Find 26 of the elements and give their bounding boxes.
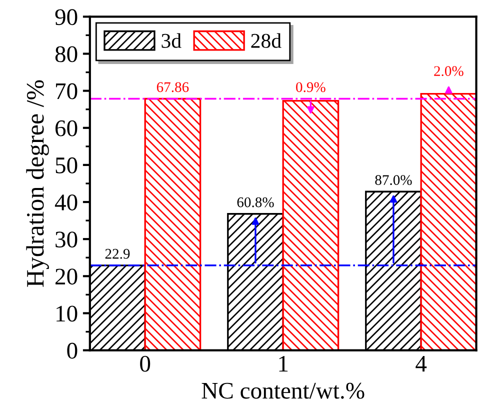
y-tick-label: 50 bbox=[56, 157, 78, 174]
x-axis-title: NC content/wt.% bbox=[202, 382, 364, 399]
bar bbox=[144, 98, 202, 350]
annotation: 2.0% bbox=[434, 66, 464, 76]
annotation: 0.9% bbox=[296, 82, 326, 92]
data-label: 67.86 bbox=[156, 82, 189, 92]
legend-label: 28d bbox=[251, 33, 282, 48]
y-tick-label: 90 bbox=[55, 9, 78, 26]
bar bbox=[420, 92, 476, 350]
y-tick-label: 10 bbox=[56, 306, 78, 322]
annotation: 60.8% bbox=[237, 197, 274, 208]
x-tick-label: 1 bbox=[279, 356, 288, 372]
annotation: 87.0% bbox=[375, 175, 412, 186]
y-tick-label: 0 bbox=[67, 342, 78, 359]
y-tick-label: 30 bbox=[56, 232, 78, 248]
data-label: 22.9 bbox=[105, 248, 130, 259]
x-tick-label: 4 bbox=[416, 356, 427, 372]
bar bbox=[282, 100, 340, 350]
y-tick-label: 40 bbox=[54, 194, 78, 210]
y-tick-label: 20 bbox=[56, 268, 78, 285]
y-axis-title: Hydration degree /% bbox=[26, 80, 49, 287]
y-tick-label: 80 bbox=[55, 46, 78, 62]
legend-label: 3d bbox=[162, 33, 182, 48]
x-tick-label: 0 bbox=[140, 356, 150, 372]
y-tick-label: 60 bbox=[56, 120, 78, 136]
y-tick-label: 70 bbox=[56, 83, 78, 100]
